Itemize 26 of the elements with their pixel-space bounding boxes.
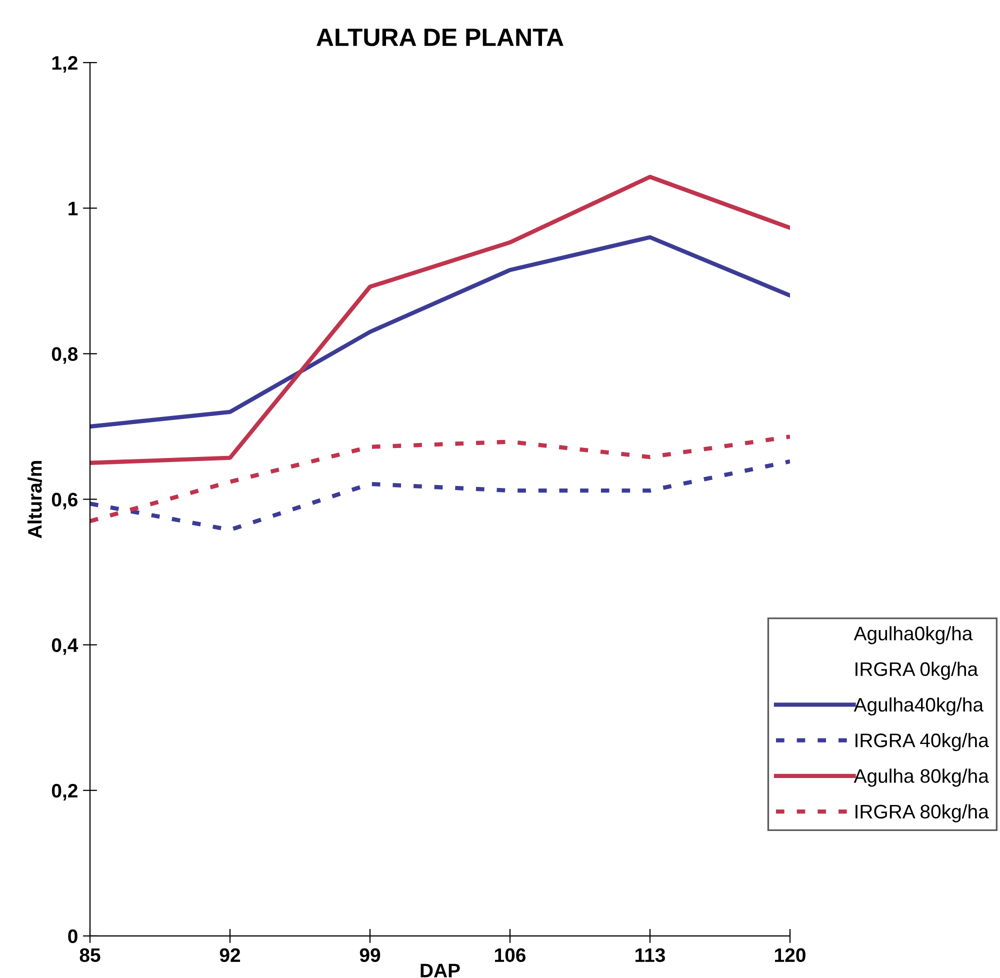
x-tick-label: 120	[775, 948, 806, 962]
x-tick-label: 99	[360, 948, 380, 962]
chart-title: ALTURA DE PLANTA	[316, 28, 564, 46]
line-series	[90, 174, 790, 465]
legend-label: Agulha40kg/ha	[854, 697, 984, 716]
line-series	[90, 235, 790, 429]
x-tick-label: 85	[80, 948, 100, 962]
y-axis-title: Altura/m	[27, 461, 42, 538]
y-tick-label: 0	[68, 929, 78, 944]
text: IRGRA 0kg/ha	[856, 662, 978, 680]
y-tick-label: 0,4	[52, 638, 78, 655]
text: Agulha0kg/ha	[854, 626, 973, 644]
y-tick-label: 1	[68, 202, 78, 216]
line-series	[90, 459, 790, 532]
legend-label: IRGRA 80kg/ha	[856, 804, 989, 822]
x-axis-title: DAP	[420, 964, 460, 978]
line-series	[90, 434, 790, 524]
y-tick-label: 1,2	[52, 56, 78, 73]
x-tick-label: 113	[636, 948, 665, 962]
y-tick-label: 0,8	[52, 347, 78, 364]
x-tick-label: 92	[220, 948, 240, 962]
x-tick-label: 106	[495, 948, 526, 962]
legend-label: IRGRA 40kg/ha	[856, 733, 989, 752]
legend-label: Agulha 80kg/ha	[854, 768, 989, 787]
y-tick-label: 0,2	[52, 784, 78, 800]
y-tick-label: 0,6	[52, 492, 78, 510]
